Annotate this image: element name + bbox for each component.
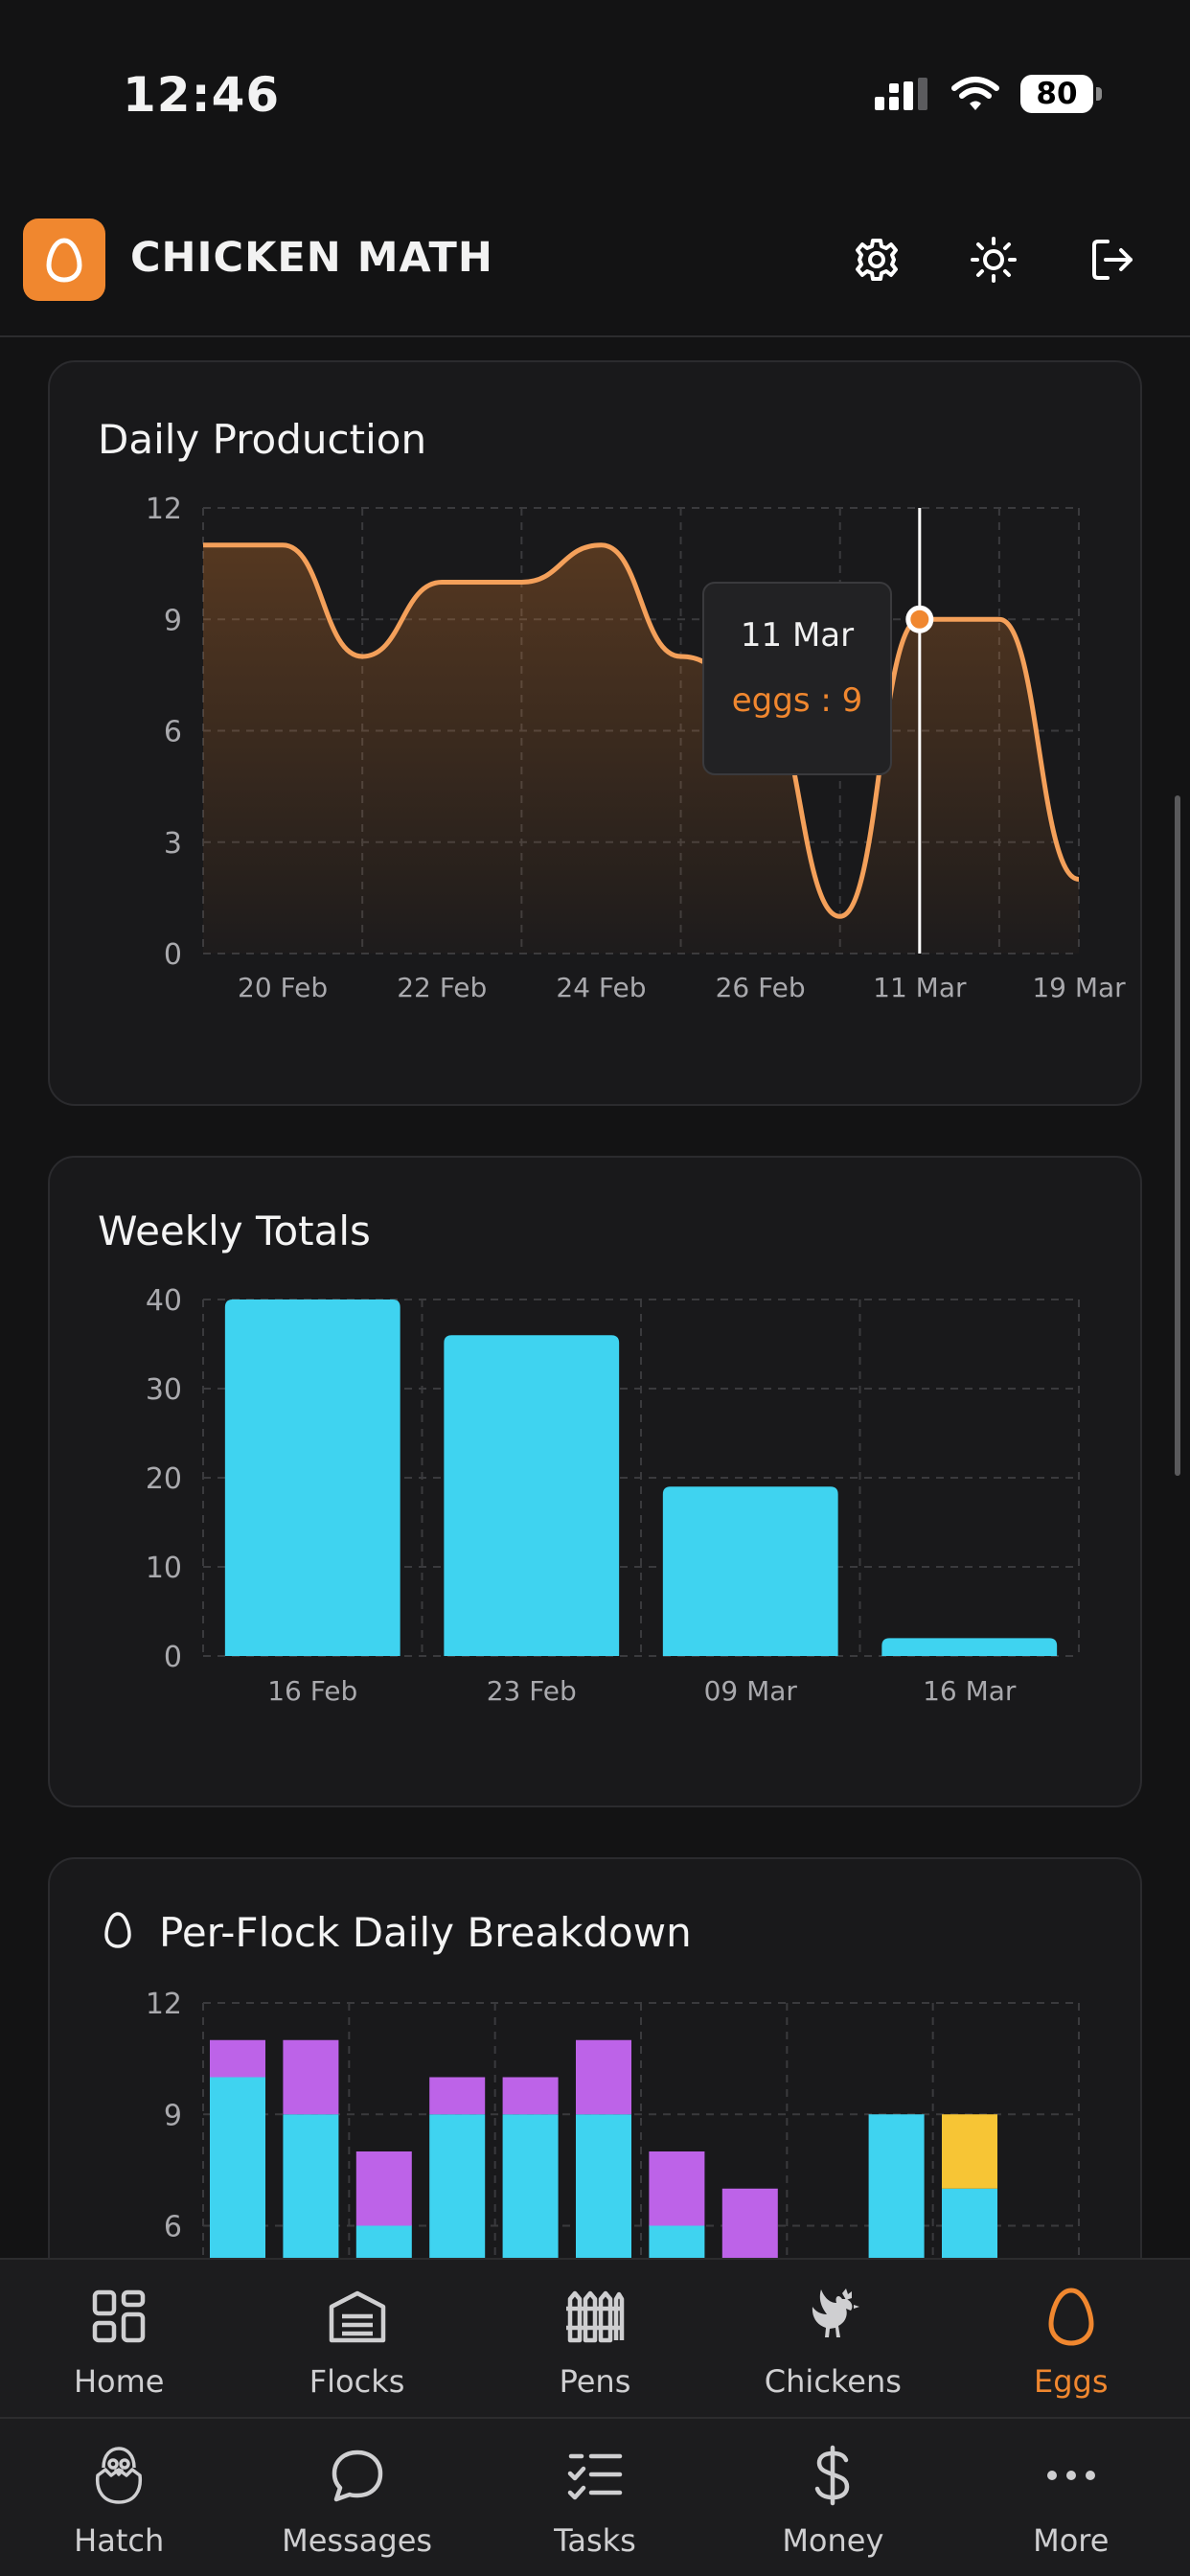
settings-button[interactable] bbox=[847, 230, 906, 289]
y-tick-label: 10 bbox=[146, 1552, 182, 1585]
stacked-bar-segment bbox=[355, 2151, 412, 2226]
y-tick-label: 30 bbox=[146, 1373, 182, 1407]
cellular-signal-icon bbox=[875, 78, 927, 110]
daily-production-card: Daily Production 0 3 6 9 12 20 Feb 22 Feb 24 Fe… bbox=[48, 360, 1142, 1106]
nav-label: Money bbox=[782, 2522, 884, 2559]
theme-toggle-button[interactable] bbox=[964, 230, 1023, 289]
nav-item-home[interactable]: Home bbox=[0, 2260, 238, 2417]
app-title: CHICKEN MATH bbox=[130, 234, 493, 282]
daily-production-chart[interactable]: 0 3 6 9 12 20 Feb 22 Feb 24 Feb 26 Feb 11 Mar 19 M… bbox=[50, 362, 1144, 1108]
y-tick-label: 12 bbox=[146, 493, 182, 526]
stacked-bar-segment bbox=[942, 2114, 997, 2189]
x-tick-label: 11 Mar bbox=[873, 972, 967, 1003]
fence-icon bbox=[564, 2285, 626, 2348]
weekly-totals-card: Weekly Totals 0 10 20 30 40 16 Feb 23 Feb 09 Ma… bbox=[48, 1156, 1142, 1807]
status-icons: 80 bbox=[875, 75, 1102, 113]
egg-logo-icon bbox=[46, 238, 82, 283]
x-tick-label: 23 Feb bbox=[487, 1675, 577, 1707]
wifi-icon bbox=[951, 77, 999, 110]
per-flock-title: Per-Flock Daily Breakdown bbox=[159, 1909, 692, 1956]
nav-item-flocks[interactable]: Flocks bbox=[238, 2260, 475, 2417]
bar-weekly-total bbox=[224, 1300, 400, 1656]
y-tick-label: 0 bbox=[164, 1641, 182, 1674]
x-tick-label: 19 Mar bbox=[1032, 972, 1126, 1003]
egg-outline-icon bbox=[104, 1912, 131, 1948]
tooltip-date: 11 Mar bbox=[741, 616, 854, 655]
more-dots-icon bbox=[1044, 2444, 1098, 2507]
y-tick-label: 9 bbox=[164, 2099, 182, 2132]
bar-weekly-total bbox=[444, 1335, 620, 1656]
nav-label: Tasks bbox=[554, 2522, 636, 2559]
x-tick-label: 20 Feb bbox=[238, 972, 328, 1003]
gear-icon bbox=[856, 239, 898, 281]
sun-icon bbox=[971, 237, 1017, 283]
scrollbar[interactable] bbox=[1175, 795, 1180, 1476]
rooster-icon bbox=[804, 2285, 861, 2348]
app-header: CHICKEN MATH bbox=[0, 192, 1190, 337]
egg-icon bbox=[1046, 2285, 1096, 2348]
stacked-bar-segment bbox=[283, 2039, 339, 2115]
nav-label: Hatch bbox=[74, 2522, 165, 2559]
nav-item-more[interactable]: More bbox=[952, 2419, 1190, 2576]
bottom-nav-primary: Home Flocks Pens Chickens Eggs bbox=[0, 2258, 1190, 2417]
dollar-icon bbox=[812, 2444, 854, 2507]
logout-button[interactable] bbox=[1083, 230, 1142, 289]
nav-label: Home bbox=[73, 2363, 165, 2400]
series-area-fill bbox=[203, 544, 1079, 954]
home-grid-icon bbox=[90, 2285, 148, 2348]
nav-item-hatch[interactable]: Hatch bbox=[0, 2419, 238, 2576]
barn-icon bbox=[327, 2285, 388, 2348]
y-tick-label: 12 bbox=[146, 1988, 182, 2021]
nav-item-eggs[interactable]: Eggs bbox=[952, 2260, 1190, 2417]
nav-label: Eggs bbox=[1034, 2363, 1109, 2400]
weekly-totals-chart[interactable]: 0 10 20 30 40 16 Feb 23 Feb 09 Mar 16 Mar bbox=[50, 1158, 1144, 1809]
x-tick-label: 16 Mar bbox=[923, 1675, 1017, 1707]
y-tick-label: 0 bbox=[164, 938, 182, 972]
y-tick-label: 20 bbox=[146, 1462, 182, 1496]
y-tick-label: 6 bbox=[164, 2211, 182, 2244]
nav-label: More bbox=[1033, 2522, 1110, 2559]
y-tick-label: 3 bbox=[164, 827, 182, 861]
stacked-bar-segment bbox=[502, 2077, 559, 2115]
stacked-bar-segment bbox=[649, 2151, 705, 2226]
x-tick-label: 26 Feb bbox=[716, 972, 806, 1003]
x-tick-label: 22 Feb bbox=[397, 972, 487, 1003]
battery-tip bbox=[1096, 87, 1102, 101]
logout-icon bbox=[1092, 240, 1133, 280]
bottom-nav-secondary: Hatch Messages Tasks Money More bbox=[0, 2417, 1190, 2576]
checklist-icon bbox=[566, 2444, 624, 2507]
y-tick-label: 9 bbox=[164, 604, 182, 637]
nav-item-messages[interactable]: Messages bbox=[238, 2419, 475, 2576]
x-tick-label: 09 Mar bbox=[704, 1675, 798, 1707]
battery-level: 80 bbox=[1020, 75, 1093, 113]
bar-weekly-total bbox=[662, 1486, 838, 1656]
hatching-chick-icon bbox=[90, 2444, 148, 2507]
battery-indicator: 80 bbox=[1020, 75, 1102, 113]
x-tick-label: 24 Feb bbox=[556, 972, 646, 1003]
chat-bubble-icon bbox=[329, 2444, 386, 2507]
nav-label: Flocks bbox=[309, 2363, 405, 2400]
x-tick-label: 16 Feb bbox=[267, 1675, 357, 1707]
app-logo[interactable] bbox=[23, 218, 105, 301]
nav-label: Chickens bbox=[764, 2363, 902, 2400]
stacked-bar-segment bbox=[210, 2039, 265, 2078]
hover-point bbox=[905, 605, 934, 633]
nav-label: Messages bbox=[282, 2522, 433, 2559]
tooltip-value: eggs : 9 bbox=[732, 681, 863, 720]
y-tick-label: 6 bbox=[164, 716, 182, 749]
nav-item-money[interactable]: Money bbox=[714, 2419, 951, 2576]
tooltip-box bbox=[702, 582, 892, 775]
status-time: 12:46 bbox=[123, 67, 281, 123]
nav-label: Pens bbox=[559, 2363, 631, 2400]
weekly-totals-title: Weekly Totals bbox=[98, 1208, 371, 1254]
nav-item-chickens[interactable]: Chickens bbox=[714, 2260, 951, 2417]
y-tick-label: 40 bbox=[146, 1284, 182, 1318]
stacked-bar-segment bbox=[429, 2077, 486, 2115]
bar-weekly-total bbox=[881, 1638, 1058, 1656]
nav-item-pens[interactable]: Pens bbox=[476, 2260, 714, 2417]
stacked-bar-segment bbox=[576, 2039, 631, 2115]
nav-item-tasks[interactable]: Tasks bbox=[476, 2419, 714, 2576]
daily-production-title: Daily Production bbox=[98, 416, 427, 463]
